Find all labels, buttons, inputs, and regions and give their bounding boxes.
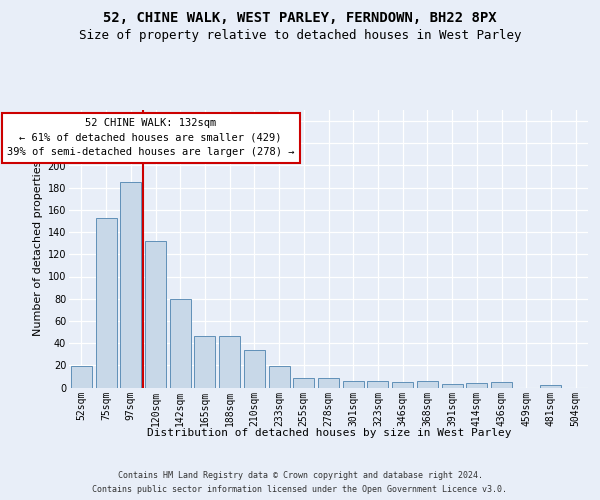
Text: 52 CHINE WALK: 132sqm
← 61% of detached houses are smaller (429)
39% of semi-det: 52 CHINE WALK: 132sqm ← 61% of detached … <box>7 118 295 158</box>
Bar <box>145 241 166 388</box>
Text: Size of property relative to detached houses in West Parley: Size of property relative to detached ho… <box>79 28 521 42</box>
Bar <box>219 336 240 388</box>
Bar <box>318 378 339 388</box>
Y-axis label: Number of detached properties: Number of detached properties <box>34 161 43 336</box>
Bar <box>244 350 265 388</box>
Bar <box>442 384 463 388</box>
Text: 52, CHINE WALK, WEST PARLEY, FERNDOWN, BH22 8PX: 52, CHINE WALK, WEST PARLEY, FERNDOWN, B… <box>103 10 497 24</box>
Bar <box>269 366 290 388</box>
Bar <box>293 378 314 388</box>
Bar <box>367 381 388 388</box>
Bar <box>466 383 487 388</box>
Text: Contains public sector information licensed under the Open Government Licence v3: Contains public sector information licen… <box>92 484 508 494</box>
Bar <box>491 382 512 388</box>
Bar <box>343 381 364 388</box>
Bar <box>541 386 562 388</box>
Text: Contains HM Land Registry data © Crown copyright and database right 2024.: Contains HM Land Registry data © Crown c… <box>118 472 482 480</box>
Text: Distribution of detached houses by size in West Parley: Distribution of detached houses by size … <box>146 428 511 438</box>
Bar <box>95 218 116 388</box>
Bar <box>194 336 215 388</box>
Bar <box>392 382 413 388</box>
Bar <box>71 366 92 388</box>
Bar <box>170 298 191 388</box>
Bar <box>120 182 141 388</box>
Bar <box>417 381 438 388</box>
